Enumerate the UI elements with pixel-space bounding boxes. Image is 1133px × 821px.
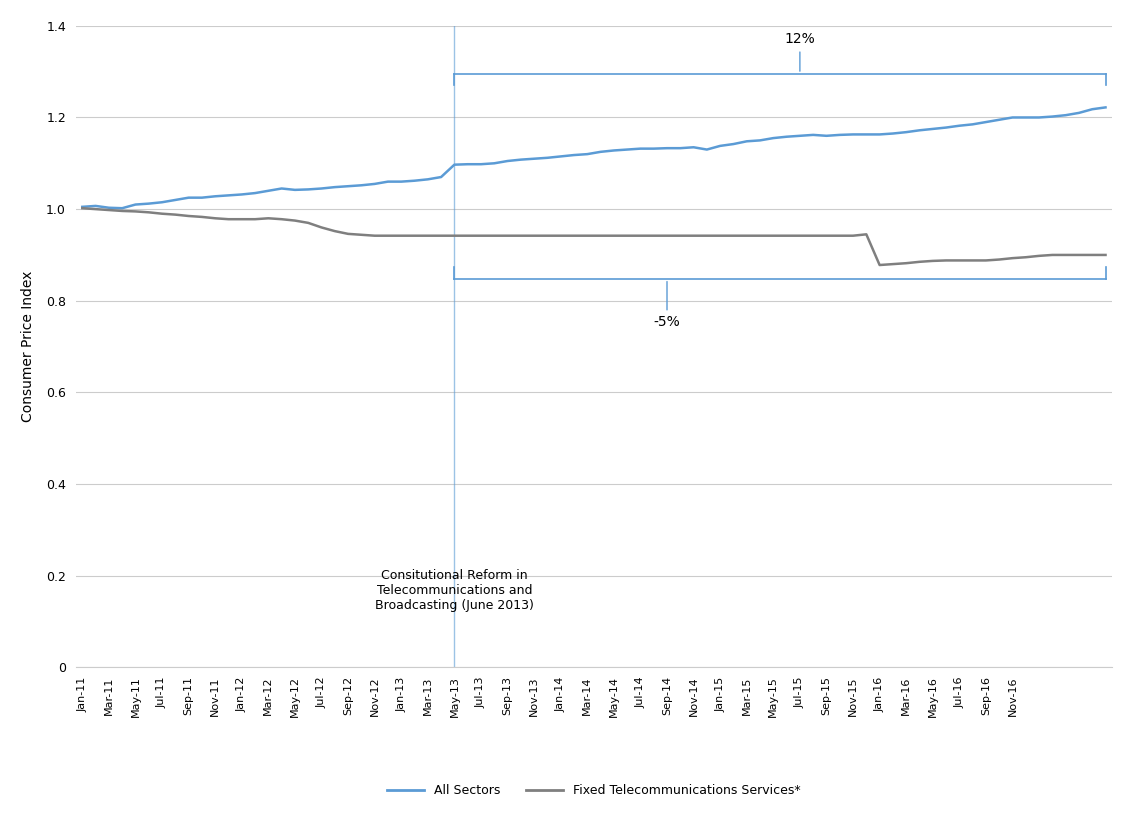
Fixed Telecommunications Services* xyxy=(594,231,607,241)
Fixed Telecommunications Services* xyxy=(76,204,90,213)
All Sectors xyxy=(607,145,621,155)
All Sectors xyxy=(262,186,275,195)
Legend: All Sectors, Fixed Telecommunications Services*: All Sectors, Fixed Telecommunications Se… xyxy=(382,779,806,802)
Fixed Telecommunications Services* xyxy=(514,231,528,241)
All Sectors xyxy=(76,202,90,212)
Fixed Telecommunications Services* xyxy=(408,231,421,241)
Text: -5%: -5% xyxy=(654,282,681,329)
Fixed Telecommunications Services* xyxy=(872,260,886,270)
Y-axis label: Consumer Price Index: Consumer Price Index xyxy=(20,271,35,422)
Fixed Telecommunications Services* xyxy=(248,214,262,224)
All Sectors xyxy=(819,131,833,140)
All Sectors xyxy=(527,154,540,163)
All Sectors xyxy=(1099,103,1113,112)
All Sectors xyxy=(421,174,435,184)
Fixed Telecommunications Services* xyxy=(1099,250,1113,260)
All Sectors xyxy=(155,197,169,207)
Fixed Telecommunications Services* xyxy=(142,208,155,218)
Line: Fixed Telecommunications Services*: Fixed Telecommunications Services* xyxy=(83,209,1106,265)
All Sectors xyxy=(116,204,129,213)
Fixed Telecommunications Services* xyxy=(807,231,820,241)
Line: All Sectors: All Sectors xyxy=(83,108,1106,209)
Text: 12%: 12% xyxy=(784,33,816,71)
Text: Consitutional Reform in
Telecommunications and
Broadcasting (June 2013): Consitutional Reform in Telecommunicatio… xyxy=(375,569,534,612)
